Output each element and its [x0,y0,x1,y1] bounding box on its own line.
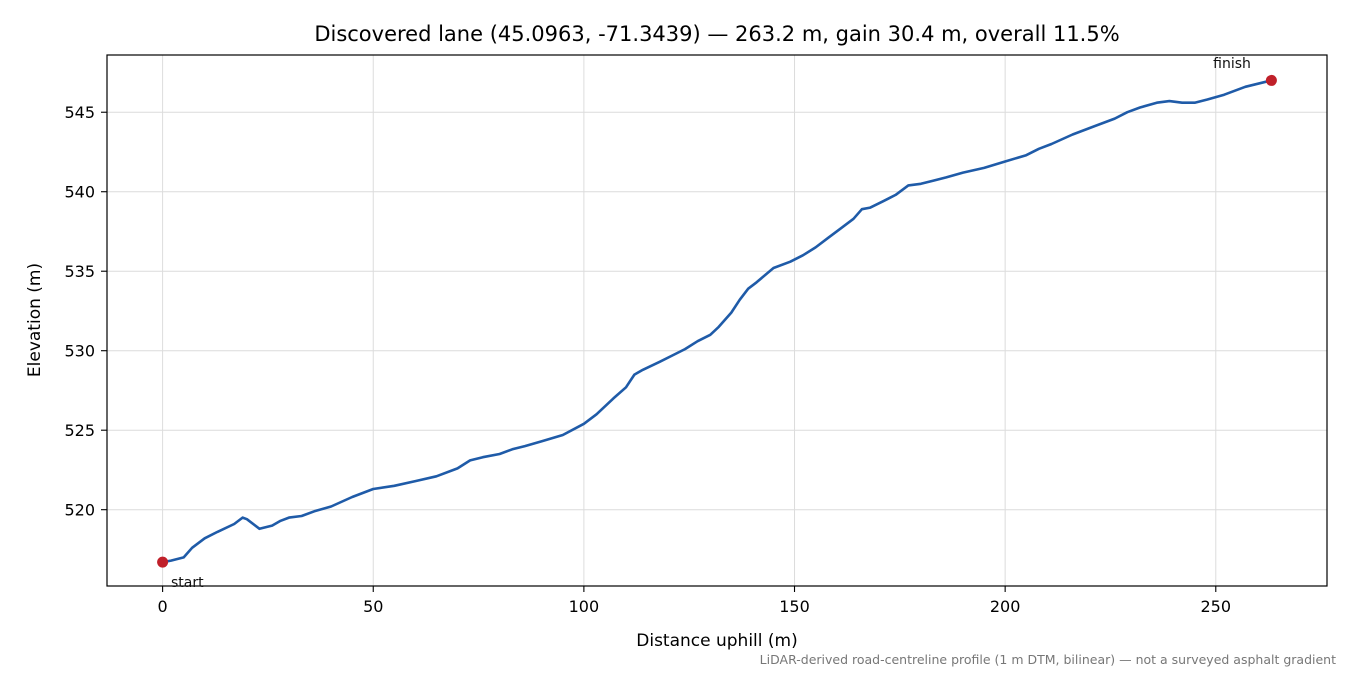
elevation-line [161,79,1273,564]
y-tick-label: 520 [64,501,95,520]
x-axis-label: Distance uphill (m) [636,631,797,651]
x-tick-label: 50 [363,597,383,616]
x-tick-label: 0 [158,597,168,616]
x-tick-label: 100 [569,597,600,616]
x-tick-label: 200 [990,597,1021,616]
finish-marker [1265,74,1277,86]
start-marker [157,556,169,568]
y-tick-label: 525 [64,421,95,440]
x-tick-label: 250 [1201,597,1232,616]
y-axis-label: Elevation (m) [25,263,45,377]
y-tick-label: 545 [64,103,95,122]
x-tick-label: 150 [779,597,810,616]
axis-ticks: 0 50 100 150 200 250 520 525 530 535 540 545 [64,103,1231,616]
plot-frame [106,54,1328,587]
y-tick-label: 535 [64,262,95,281]
finish-annotation: finish [1213,56,1251,72]
chart-title: Discovered lane (45.0963, -71.3439) — 26… [314,22,1119,46]
y-tick-label: 530 [64,342,95,361]
start-annotation: start [171,575,204,591]
y-tick-label: 540 [64,183,95,202]
plot-area [157,74,1277,568]
footnote: LiDAR-derived road-centreline profile (1… [760,652,1336,667]
grid [107,55,1327,586]
